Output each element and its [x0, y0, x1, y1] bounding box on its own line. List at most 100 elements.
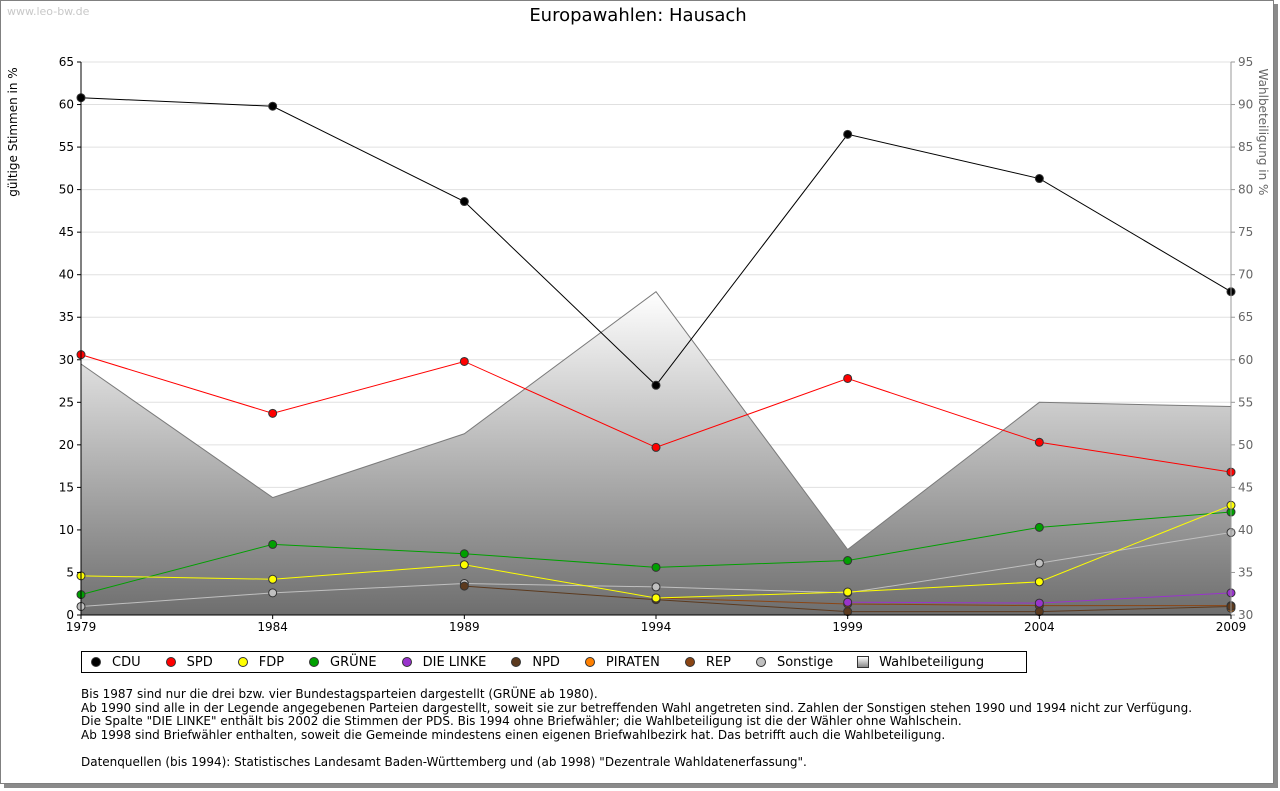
turnout-area-fill	[81, 291, 1231, 615]
y2-tick-label: 65	[1238, 310, 1253, 324]
watermark: www.leo-bw.de	[7, 5, 90, 18]
point-cdu	[459, 197, 469, 207]
x-tick-label: 1994	[641, 620, 672, 634]
x-tick-label: 1989	[449, 620, 480, 634]
legend-marker-icon	[308, 656, 320, 668]
y-tick-label: 5	[66, 565, 74, 579]
y2-tick-label: 85	[1238, 140, 1253, 154]
point-die-linke	[1034, 598, 1044, 608]
point-spd	[843, 373, 853, 383]
point-spd	[651, 442, 661, 452]
point-npd	[1034, 607, 1044, 617]
turnout-area-line	[80, 291, 1232, 551]
point-fdp	[843, 587, 853, 597]
legend-item: Sonstige	[755, 655, 833, 670]
y-tick-label: 15	[59, 480, 74, 494]
note-line: Die Spalte "DIE LINKE" enthält bis 2002 …	[81, 714, 962, 728]
legend-item: SPD	[165, 655, 213, 670]
legend-item: NPD	[510, 655, 560, 670]
point-sonstige	[651, 582, 661, 592]
legend-marker-icon	[237, 656, 249, 668]
legend-marker-icon	[755, 656, 767, 668]
y-tick-label: 55	[59, 140, 74, 154]
y-tick-label: 10	[59, 523, 74, 537]
point-fdp	[268, 574, 278, 584]
point-die-linke	[843, 597, 853, 607]
y2-tick-label: 95	[1238, 55, 1253, 69]
legend-label: CDU	[112, 654, 141, 670]
point-npd	[459, 581, 469, 591]
y2-tick-label: 50	[1238, 438, 1253, 452]
y2-tick-label: 30	[1238, 608, 1253, 622]
axes	[77, 61, 1235, 619]
y-tick-label: 65	[59, 55, 74, 69]
turnout-area	[80, 291, 1232, 615]
x-tick-label: 2004	[1024, 620, 1055, 634]
legend-item: DIE LINKE	[401, 654, 487, 670]
y-tick-label: 45	[59, 225, 74, 239]
y-tick-label: 40	[59, 268, 74, 282]
point-cdu	[1034, 174, 1044, 184]
chart-title: Europawahlen: Hausach	[529, 5, 747, 26]
point-spd	[459, 356, 469, 366]
legend-marker-icon	[401, 656, 413, 668]
point-grüne	[843, 556, 853, 566]
point-spd	[268, 408, 278, 418]
legend-label: FDP	[258, 654, 285, 670]
legend-item: REP	[684, 655, 731, 670]
legend-item: CDU	[90, 655, 141, 670]
note-line	[81, 742, 1192, 756]
y-tick-label: 0	[66, 608, 74, 622]
y-tick-label: 25	[59, 395, 74, 409]
x-tick-label: 1984	[257, 620, 288, 634]
legend-item: FDP	[237, 655, 284, 670]
y2-tick-label: 60	[1238, 353, 1253, 367]
y2-tick-label: 55	[1238, 395, 1253, 409]
legend-label: Wahlbeteiligung	[879, 654, 985, 670]
point-grüne	[651, 562, 661, 572]
legend-label: NPD	[532, 654, 560, 670]
legend-item: PIRATEN	[584, 655, 660, 670]
note-line: Ab 1998 sind Briefwähler enthalten, sowe…	[81, 727, 946, 742]
x-tick-label: 2009	[1216, 620, 1247, 634]
x-tick-label: 1979	[66, 620, 97, 634]
legend-label: GRÜNE	[330, 654, 377, 670]
legend-item: Wahlbeteiligung	[857, 655, 984, 670]
point-grüne	[459, 549, 469, 559]
y-tick-label: 30	[59, 353, 74, 367]
point-cdu	[268, 101, 278, 111]
y2-tick-label: 90	[1238, 98, 1253, 112]
legend-marker-icon	[857, 656, 870, 668]
legend-marker-icon	[584, 656, 596, 668]
y-tick-label: 20	[59, 438, 74, 452]
y2-tick-label: 40	[1238, 523, 1253, 537]
point-sonstige	[1034, 558, 1044, 568]
point-npd	[843, 607, 853, 617]
y2-tick-label: 70	[1238, 268, 1253, 282]
legend-marker-icon	[510, 656, 522, 668]
y-tick-label: 50	[59, 183, 74, 197]
x-tick-label: 1999	[832, 620, 863, 634]
legend-label: Sonstige	[776, 654, 834, 670]
point-cdu	[651, 380, 661, 390]
y2-tick-label: 35	[1238, 565, 1253, 579]
point-grüne	[1034, 522, 1044, 532]
point-spd	[1034, 437, 1044, 447]
legend-item: GRÜNE	[308, 655, 377, 670]
tick-labels: 0 5 10 15 20 25 30 35 40 45 50 55 60 65 30 35 40 45 50 55 60…	[59, 55, 1254, 634]
point-cdu	[843, 129, 853, 139]
legend-marker-icon	[684, 656, 696, 668]
notes: Bis 1987 sind nur die drei bzw. vier Bun…	[81, 687, 1193, 769]
legend-label: SPD	[186, 654, 213, 670]
note-line: Ab 1990 sind alle in der Legende angegeb…	[81, 700, 1193, 715]
point-fdp	[651, 593, 661, 603]
point-fdp	[459, 560, 469, 570]
legend-label: DIE LINKE	[422, 654, 487, 670]
chart-svg: 0 5 10 15 20 25 30 35 40 45 50 55 60 65 30 35 40 45 50 55 60…	[59, 55, 1254, 634]
legend-marker-icon	[90, 656, 102, 668]
point-fdp	[1034, 577, 1044, 587]
y-tick-label: 60	[59, 98, 74, 112]
y-tick-label: 35	[59, 310, 74, 324]
y2-tick-label: 45	[1238, 480, 1253, 494]
legend-marker-icon	[165, 656, 177, 668]
